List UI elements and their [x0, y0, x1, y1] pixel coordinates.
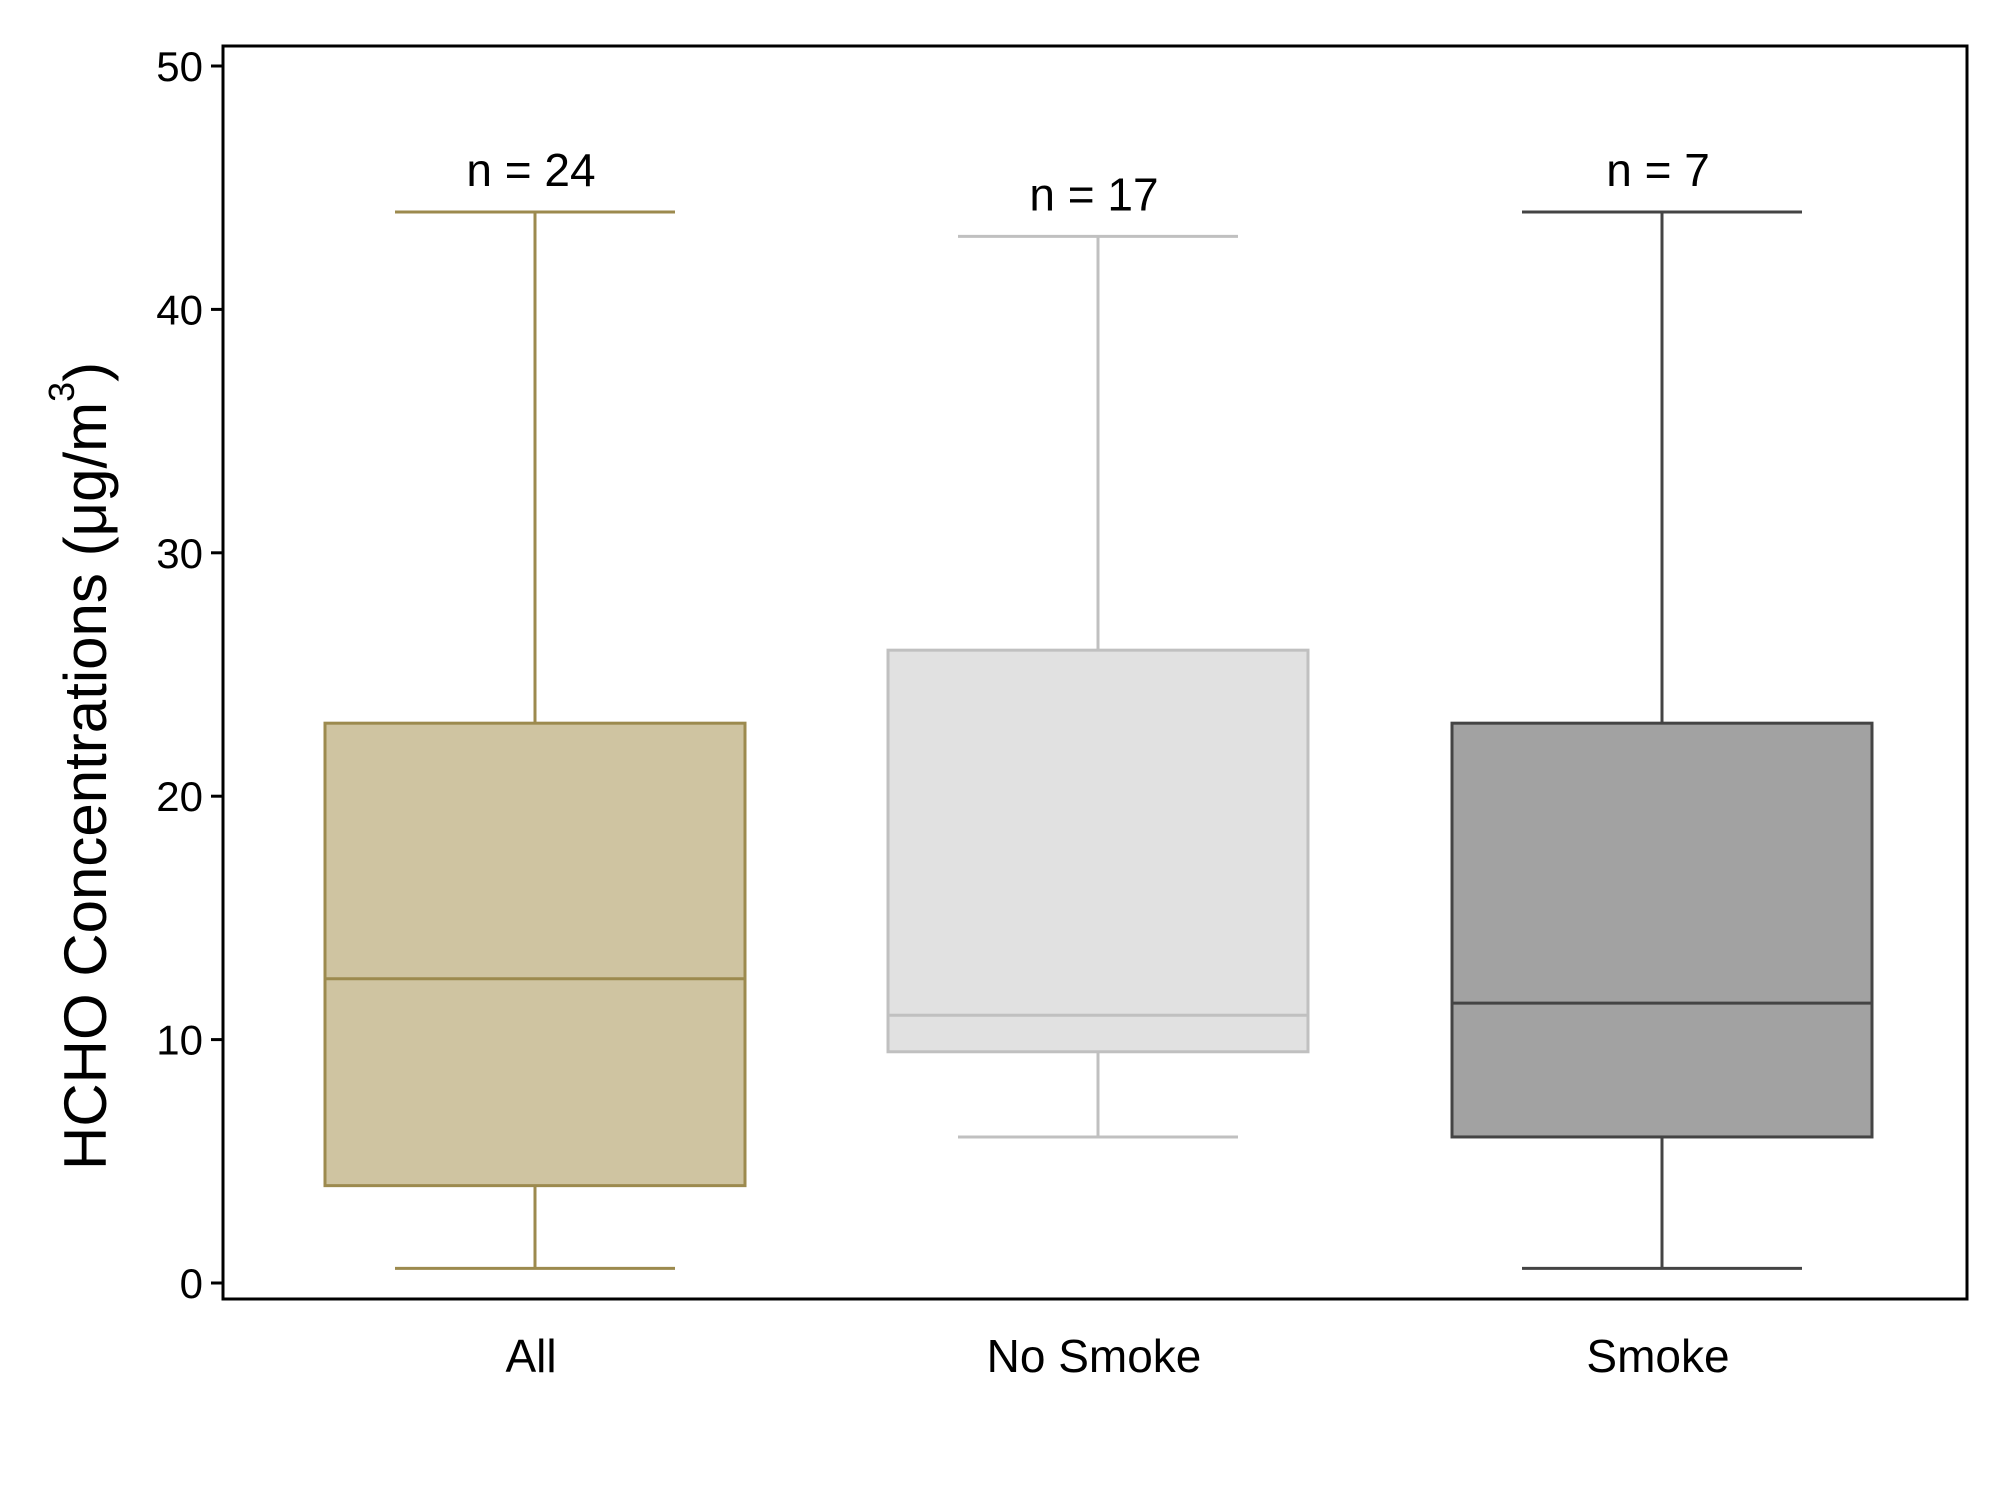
x-category-label-2: Smoke — [1586, 1330, 1729, 1382]
plot-frame — [221, 44, 1969, 1301]
iqr-box-2 — [1450, 721, 1874, 1139]
y-axis-title-main: HCHO Concentrations (μg/m — [52, 402, 119, 1170]
y-tick-label-2: 20 — [156, 773, 203, 820]
box-0: n = 24 — [323, 144, 747, 1270]
x-category-label-0: All — [505, 1330, 556, 1382]
boxes: n = 24 n = 17 n = 7 — [323, 144, 1874, 1270]
box-2: n = 7 — [1450, 144, 1874, 1270]
y-axis-title-sup: 3 — [41, 382, 82, 402]
x-axis-labels: All No Smoke Smoke — [505, 1330, 1729, 1382]
y-tick-label-1: 10 — [156, 1017, 203, 1064]
n-label-2: n = 7 — [1606, 144, 1710, 196]
y-axis-title-close: ) — [52, 362, 119, 382]
y-axis: 0 10 20 30 40 50 — [156, 43, 223, 1307]
y-tick-label-4: 40 — [156, 286, 203, 333]
y-tick-label-5: 50 — [156, 43, 203, 90]
iqr-box-1 — [886, 648, 1310, 1054]
x-category-label-1: No Smoke — [987, 1330, 1202, 1382]
y-axis-title: HCHO Concentrations (μg/m3) — [41, 362, 119, 1170]
box-1: n = 17 — [886, 168, 1310, 1139]
n-label-0: n = 24 — [466, 144, 595, 196]
n-label-1: n = 17 — [1029, 168, 1158, 220]
y-tick-label-3: 30 — [156, 530, 203, 577]
iqr-box-0 — [323, 721, 747, 1188]
y-tick-label-0: 0 — [180, 1260, 203, 1307]
